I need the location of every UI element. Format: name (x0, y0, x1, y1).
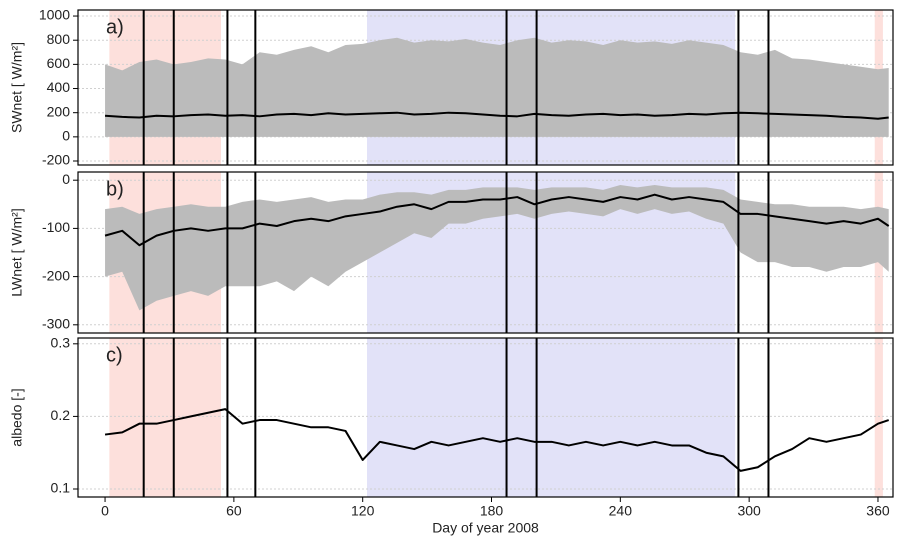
x-tick-label: 0 (101, 503, 109, 519)
panel: 0 -100 -200 -300 b) LWnet [ W/m²] (9, 171, 894, 334)
panel-frame (77, 171, 894, 334)
panel-label: c) (106, 344, 123, 366)
y-tick-label: 200 (47, 103, 71, 119)
series-line (104, 193, 890, 247)
x-axis-label: Day of year 2008 (432, 520, 539, 536)
y-tick-label: 0.2 (51, 407, 71, 423)
x-tick-label: 360 (866, 503, 890, 519)
x-tick-label: 300 (737, 503, 761, 519)
y-tick-label: 0 (62, 128, 70, 144)
y-tick-label: 800 (47, 31, 71, 47)
shaded-span (109, 338, 221, 497)
y-tick-label: 0 (62, 171, 70, 187)
plot-area (78, 338, 893, 497)
y-tick-label: -100 (42, 219, 70, 235)
series-line (104, 408, 890, 472)
y-axis-label: LWnet [ W/m²] (9, 208, 25, 296)
x-tick-label: 240 (609, 503, 633, 519)
y-tick-label: 1000 (39, 7, 70, 23)
series-line (104, 111, 889, 120)
x-tick-label: 60 (226, 503, 242, 519)
x-tick-label: 120 (351, 503, 375, 519)
shaded-span (366, 338, 736, 497)
y-tick-label: 400 (47, 79, 71, 95)
x-tick-label: 180 (480, 503, 504, 519)
plot-area (78, 10, 893, 165)
plot-area (78, 172, 893, 333)
y-tick-label: 0.1 (51, 480, 71, 496)
panel-label: a) (106, 16, 124, 38)
y-axis-label: albedo [-] (9, 388, 25, 446)
panel-label: b) (106, 178, 124, 200)
range-band (105, 37, 889, 137)
panel: 0.1 0.2 0.3 0 60 120 180 240 300 360 c) albedo [-] D… (9, 335, 894, 536)
panel-frame (77, 337, 894, 498)
panel: -200 0 200 400 600 800 1000 a) SWnet [ W/m²] (9, 7, 894, 168)
y-tick-label: -200 (42, 152, 70, 168)
y-tick-label: -300 (42, 316, 70, 332)
shaded-span (874, 338, 883, 497)
y-tick-label: 0.3 (51, 335, 71, 351)
panel-frame (77, 9, 894, 166)
y-tick-label: -200 (42, 267, 70, 283)
y-tick-label: 600 (47, 55, 71, 71)
y-axis-label: SWnet [ W/m²] (9, 42, 25, 133)
range-band (105, 185, 889, 311)
